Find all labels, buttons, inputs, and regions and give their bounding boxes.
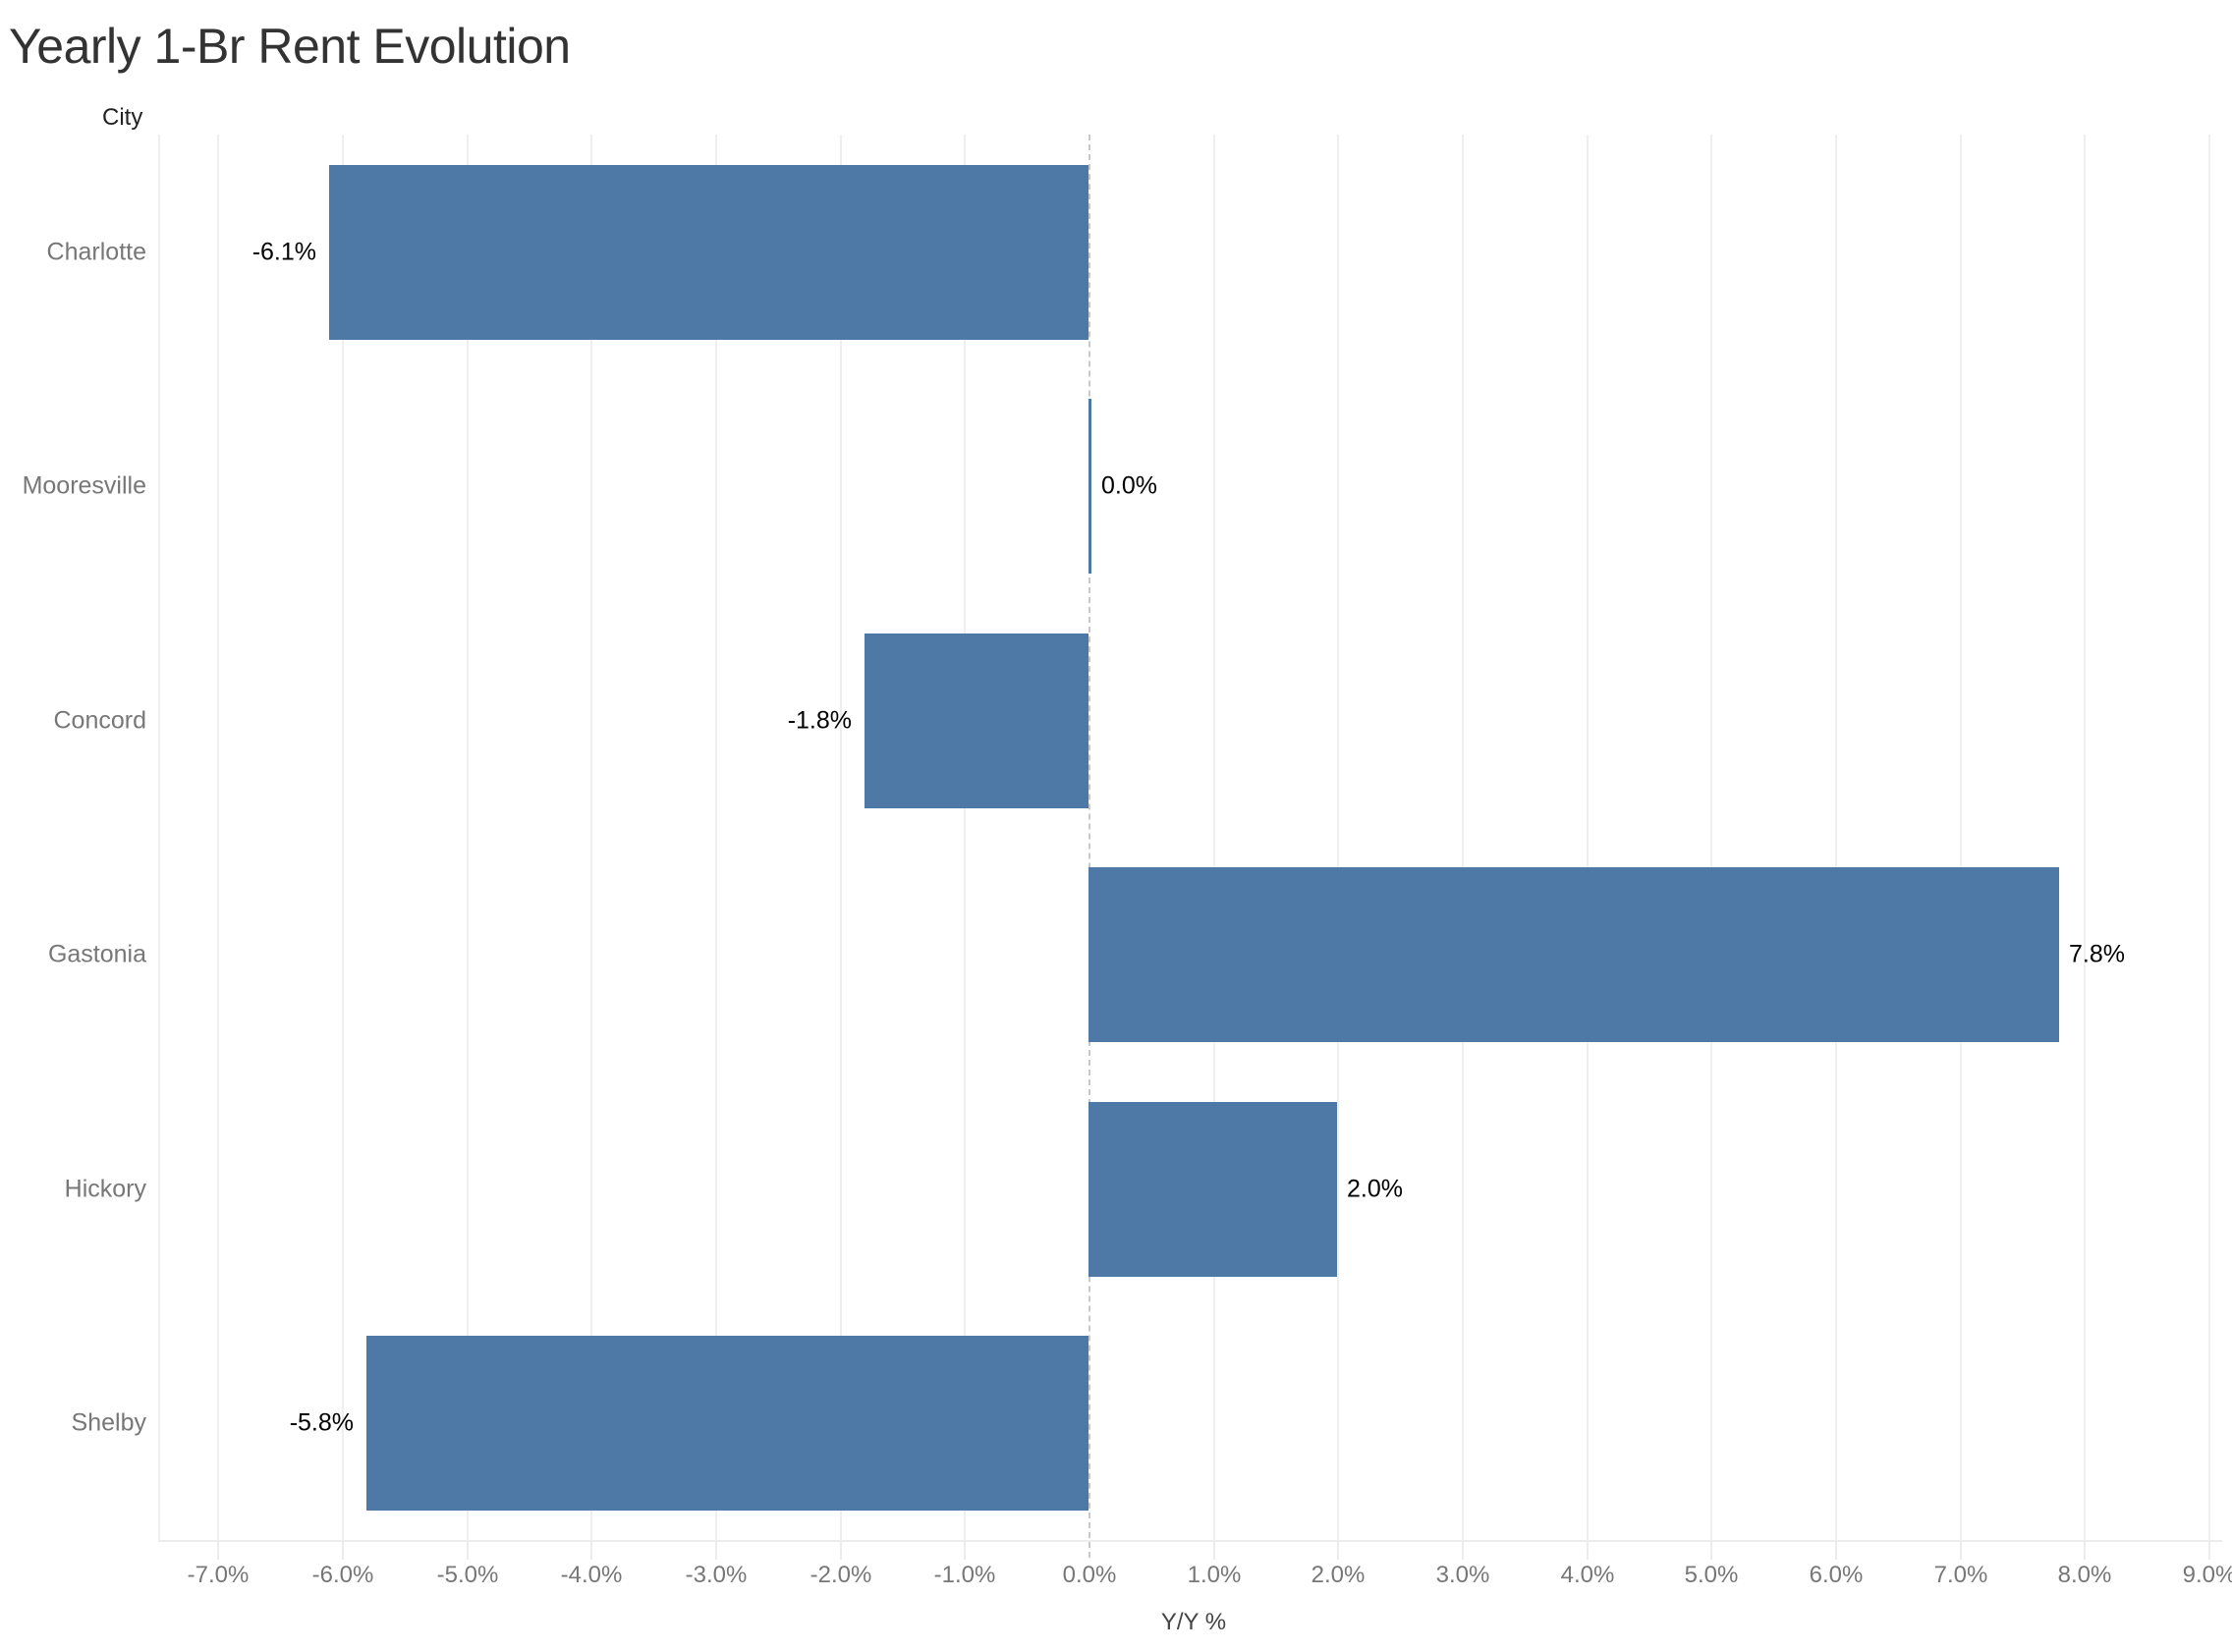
x-tick-label: 9.0%	[2182, 1562, 2232, 1588]
gridline	[342, 135, 344, 1540]
category-label-concord: Concord	[53, 706, 147, 735]
x-tick-label: 8.0%	[2057, 1562, 2112, 1588]
gridline	[217, 135, 219, 1540]
bar-hickory[interactable]	[1088, 1102, 1337, 1277]
category-label-gastonia: Gastonia	[47, 940, 146, 968]
gridline	[1462, 135, 1464, 1540]
x-tick	[2208, 1542, 2210, 1560]
x-tick	[342, 1542, 344, 1560]
x-tick-label: -6.0%	[311, 1562, 374, 1588]
category-label-mooresville: Mooresville	[22, 471, 146, 500]
gridline	[2208, 135, 2210, 1540]
x-tick-label: -2.0%	[809, 1562, 872, 1588]
x-axis-title: Y/Y %	[1160, 1609, 1227, 1635]
x-tick	[1587, 1542, 1589, 1560]
x-tick	[1960, 1542, 1962, 1560]
x-tick-label: 0.0%	[1062, 1562, 1117, 1588]
x-tick-label: -3.0%	[685, 1562, 748, 1588]
gridline	[1213, 135, 1215, 1540]
x-tick-label: -4.0%	[560, 1562, 623, 1588]
x-tick	[2084, 1542, 2086, 1560]
value-label-hickory: 2.0%	[1347, 1175, 1403, 1203]
x-tick	[1213, 1542, 1215, 1560]
bar-shelby[interactable]	[366, 1336, 1088, 1511]
value-label-shelby: -5.8%	[289, 1408, 354, 1437]
gridline	[1337, 135, 1339, 1540]
gridline	[590, 135, 592, 1540]
x-tick-label: -5.0%	[436, 1562, 499, 1588]
bar-mooresville[interactable]	[1088, 399, 1091, 574]
x-tick	[1337, 1542, 1339, 1560]
value-label-concord: -1.8%	[787, 706, 852, 735]
value-label-mooresville: 0.0%	[1101, 471, 1157, 500]
x-tick	[467, 1542, 469, 1560]
x-tick	[1710, 1542, 1712, 1560]
category-label-shelby: Shelby	[71, 1408, 146, 1437]
bar-concord[interactable]	[865, 633, 1088, 808]
gridline	[2084, 135, 2086, 1540]
x-tick-label: -7.0%	[187, 1562, 250, 1588]
gridline	[467, 135, 469, 1540]
gridline	[1960, 135, 1962, 1540]
x-tick-label: 1.0%	[1187, 1562, 1242, 1588]
x-tick-label: 2.0%	[1311, 1562, 1366, 1588]
gridline	[1587, 135, 1589, 1540]
x-tick	[964, 1542, 966, 1560]
gridline	[964, 135, 966, 1540]
bar-charlotte[interactable]	[329, 165, 1088, 340]
x-tick	[1835, 1542, 1837, 1560]
x-tick-label: 5.0%	[1684, 1562, 1739, 1588]
bar-gastonia[interactable]	[1088, 867, 2059, 1042]
x-tick-label: -1.0%	[933, 1562, 996, 1588]
value-label-gastonia: 7.8%	[2069, 940, 2125, 968]
category-label-charlotte: Charlotte	[46, 238, 146, 266]
x-tick-label: 4.0%	[1560, 1562, 1615, 1588]
value-label-charlotte: -6.1%	[251, 238, 316, 266]
x-axis-line	[158, 1540, 2222, 1542]
chart-title: Yearly 1-Br Rent Evolution	[9, 19, 571, 74]
x-tick	[1462, 1542, 1464, 1560]
x-tick-label: 3.0%	[1435, 1562, 1490, 1588]
zero-reference-line	[1088, 135, 1090, 1558]
gridline	[1710, 135, 1712, 1540]
x-tick	[715, 1542, 717, 1560]
x-tick	[590, 1542, 592, 1560]
gridline	[715, 135, 717, 1540]
x-tick	[840, 1542, 842, 1560]
row-header-city: City	[102, 104, 143, 131]
y-axis-line	[158, 135, 160, 1540]
x-tick-label: 6.0%	[1809, 1562, 1864, 1588]
gridline	[1835, 135, 1837, 1540]
x-tick	[217, 1542, 219, 1560]
category-label-hickory: Hickory	[64, 1175, 146, 1203]
gridline	[840, 135, 842, 1540]
x-tick-label: 7.0%	[1933, 1562, 1988, 1588]
